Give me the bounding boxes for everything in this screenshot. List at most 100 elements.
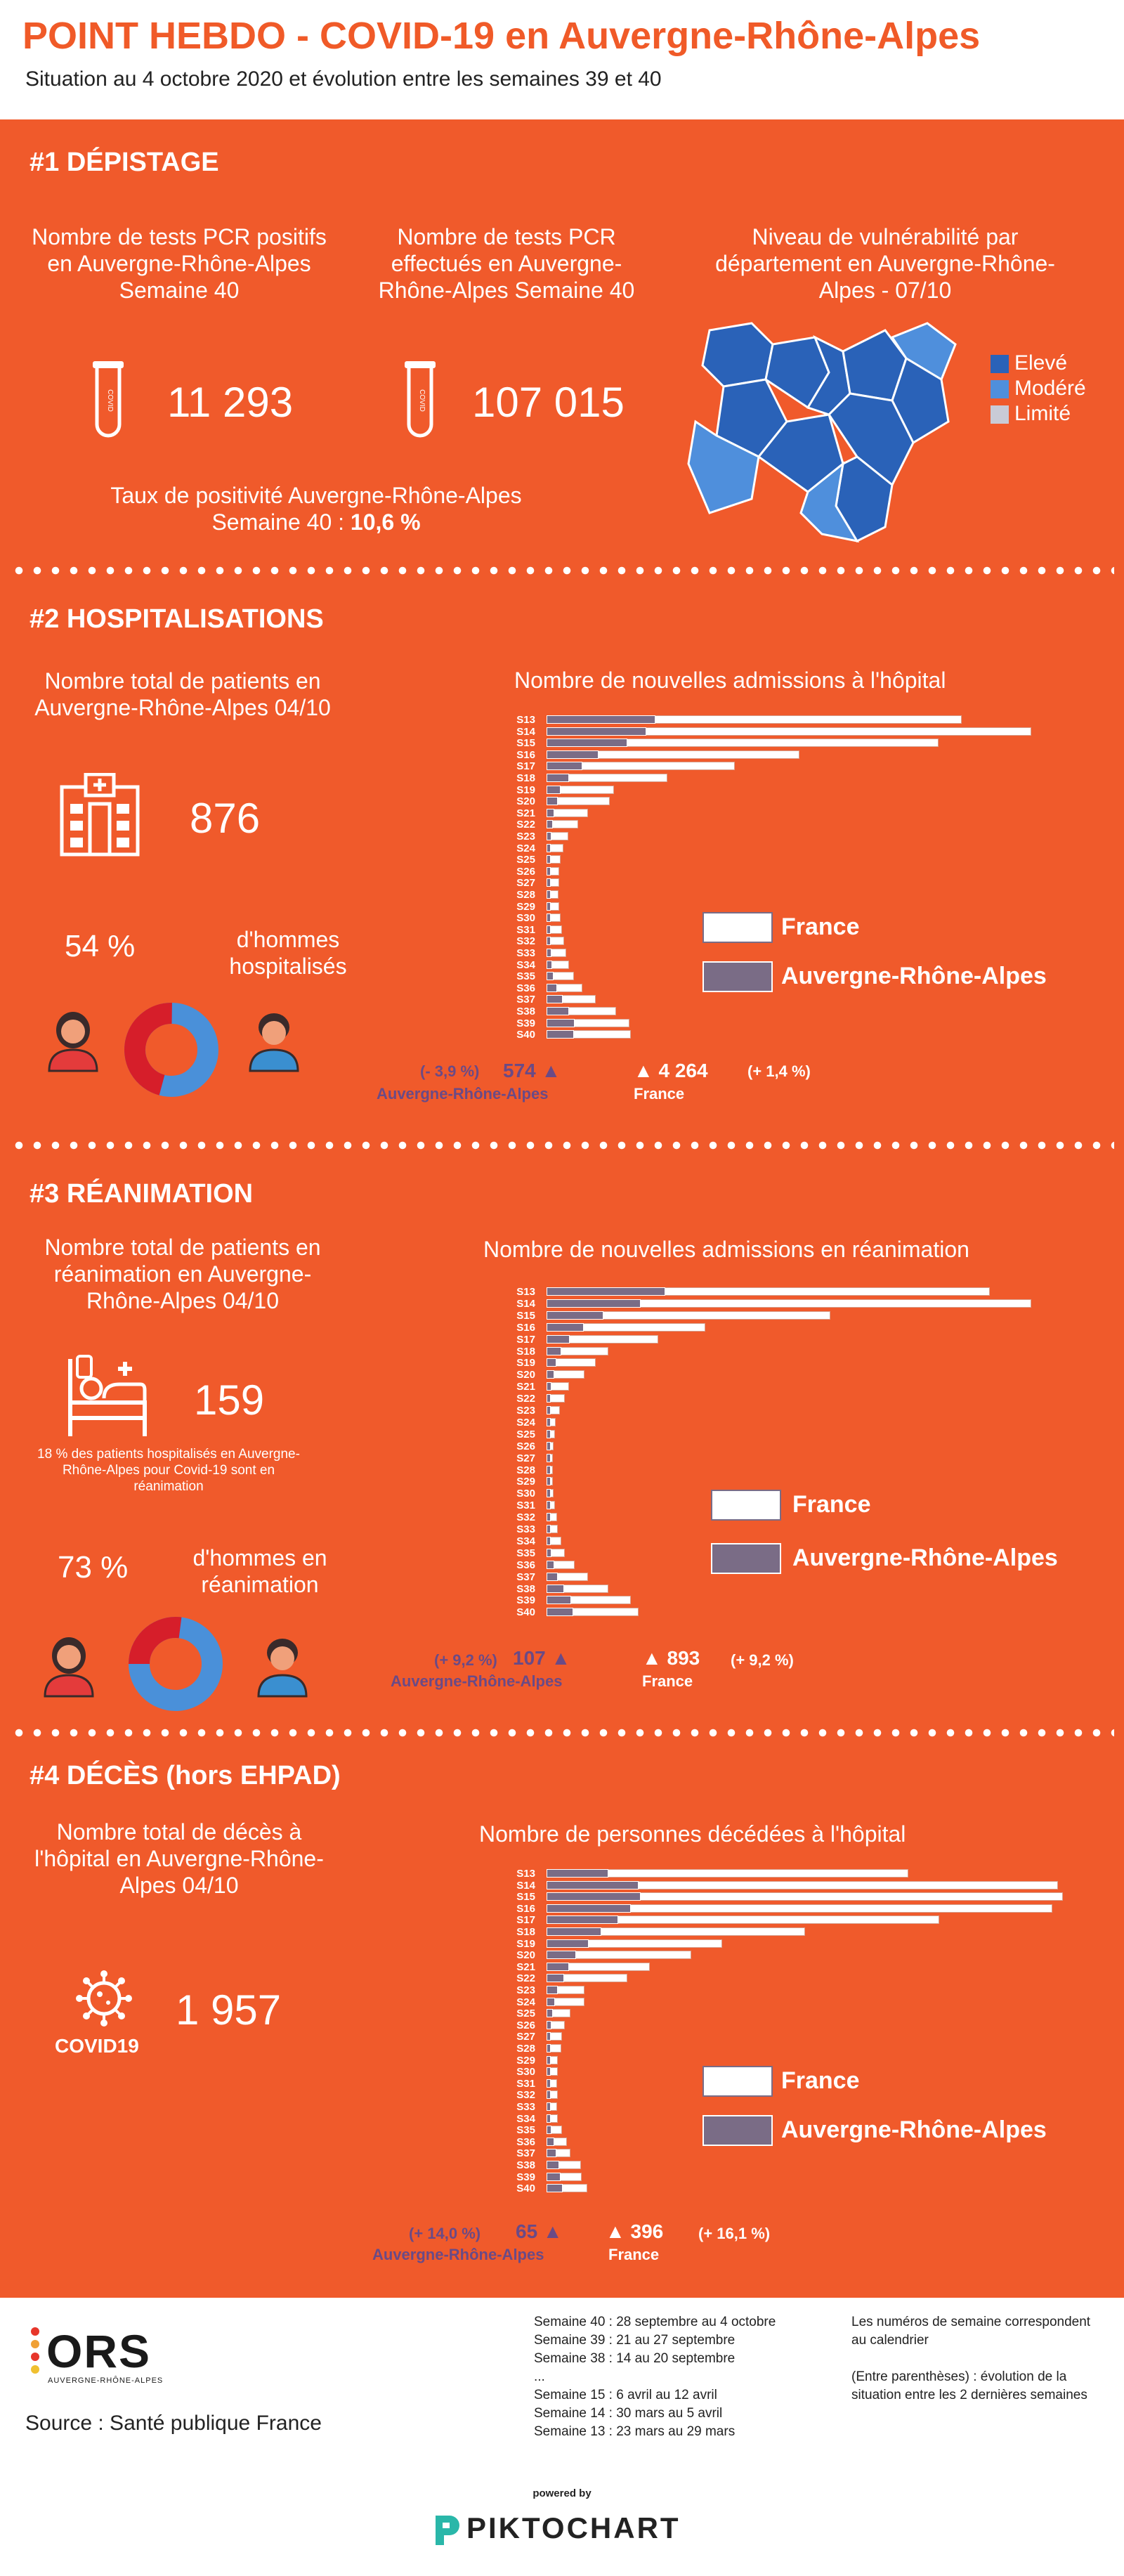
bar-ara bbox=[547, 1417, 551, 1426]
bar-ara bbox=[547, 995, 563, 1004]
bar-ara bbox=[547, 878, 551, 887]
week-tick-label: S37 bbox=[516, 2147, 535, 2160]
bar-ara bbox=[547, 2032, 551, 2041]
bar-ara bbox=[547, 1299, 641, 1308]
bar-ara bbox=[547, 797, 558, 806]
week-tick-label: S30 bbox=[516, 2066, 535, 2079]
icu-bed-icon bbox=[68, 1355, 147, 1436]
woman-icon bbox=[48, 1012, 98, 1072]
bar-ara bbox=[547, 1572, 558, 1581]
bar-ara bbox=[547, 937, 551, 946]
week-tick-label: S40 bbox=[516, 2183, 535, 2195]
source: Source : Santé publique France bbox=[25, 2412, 322, 2435]
bar-ara bbox=[547, 902, 551, 911]
done-tests-value: 107 015 bbox=[472, 379, 625, 426]
week-tick-label: S29 bbox=[516, 900, 535, 913]
week-tick-label: S22 bbox=[516, 819, 535, 831]
week-tick-label: S34 bbox=[516, 1535, 535, 1547]
hospit-total-label: Nombre total de patients en Auvergne-Rhô… bbox=[34, 668, 331, 720]
rea-ara-value: 107 ▲ bbox=[513, 1647, 571, 1669]
bar-ara bbox=[547, 739, 627, 748]
bar-ara bbox=[547, 774, 570, 782]
bar-ara bbox=[547, 1962, 569, 1971]
week-tick-label: S14 bbox=[516, 1879, 535, 1892]
bar-ara bbox=[547, 925, 551, 934]
week-tick-label: S13 bbox=[516, 1868, 535, 1880]
evolution-note: (Entre parenthèses) : évolution de la si… bbox=[851, 2369, 1087, 2402]
week-tick-label: S19 bbox=[516, 783, 535, 796]
week-tick-label: S20 bbox=[516, 1949, 535, 1962]
bar-ara bbox=[547, 1358, 557, 1367]
bar-ara bbox=[547, 1346, 562, 1355]
week-tick-label: S19 bbox=[516, 1357, 535, 1370]
bar-ara bbox=[547, 1453, 551, 1462]
week-tick-label: S37 bbox=[516, 1570, 535, 1583]
week-tick-label: S19 bbox=[516, 1937, 535, 1950]
bar-ara bbox=[547, 1974, 564, 1983]
bar-ara bbox=[547, 1477, 551, 1486]
bar-ara bbox=[547, 727, 646, 736]
legend-eleve: Elevé bbox=[1014, 351, 1068, 375]
week-note: Les numéros de semaine correspondent au … bbox=[851, 2315, 1091, 2348]
ors-logo-sub: AUVERGNE-RHÔNE-ALPES bbox=[48, 2376, 164, 2385]
legend-france: France bbox=[781, 913, 860, 940]
test-tube-icon: COVID bbox=[405, 361, 436, 438]
week-tick-label: S28 bbox=[516, 2043, 535, 2055]
week-line: Semaine 39 : 21 au 27 septembre bbox=[534, 2333, 736, 2348]
hospit-fr-name: France bbox=[634, 1085, 685, 1102]
week-tick-label: S21 bbox=[516, 1381, 535, 1393]
week-tick-label: S36 bbox=[516, 1559, 535, 1571]
map-title: Niveau de vulnérabilité par département … bbox=[715, 224, 1055, 303]
positive-tests-value: 11 293 bbox=[167, 379, 294, 426]
bar-ara bbox=[547, 2114, 551, 2123]
legend-france-box bbox=[711, 1490, 781, 1521]
deces-fr-value: ▲ 396 bbox=[606, 2220, 664, 2242]
positivity-rate: Taux de positivité Auvergne-Rhône-Alpes … bbox=[70, 482, 562, 535]
week-tick-label: S26 bbox=[516, 1440, 535, 1452]
legend-ara: Auvergne-Rhône-Alpes bbox=[792, 1544, 1058, 1571]
week-tick-label: S36 bbox=[516, 2135, 535, 2148]
bar-ara bbox=[547, 1030, 574, 1039]
legend-swatch-eleve bbox=[991, 355, 1009, 373]
hospit-fr-value: ▲ 4 264 bbox=[634, 1060, 708, 1081]
section-title-deces: #4 DÉCÈS (hors EHPAD) bbox=[30, 1761, 341, 1790]
bar-ara bbox=[547, 1441, 551, 1450]
week-tick-label: S38 bbox=[516, 1582, 535, 1595]
region-map bbox=[687, 322, 957, 543]
week-tick-label: S22 bbox=[516, 1393, 535, 1405]
week-tick-label: S23 bbox=[516, 1405, 535, 1417]
legend-ara-box bbox=[711, 1543, 781, 1574]
rea-fr-name: France bbox=[642, 1672, 693, 1690]
week-tick-label: S33 bbox=[516, 2101, 535, 2113]
divider bbox=[10, 1729, 1114, 1737]
legend-ara-box bbox=[702, 2115, 773, 2146]
legend-swatch-modere bbox=[991, 380, 1009, 398]
week-tick-label: S39 bbox=[516, 1594, 535, 1607]
bar-ara bbox=[547, 808, 555, 817]
week-tick-label: S20 bbox=[516, 795, 535, 808]
week-tick-label: S27 bbox=[516, 877, 535, 890]
legend-ara: Auvergne-Rhône-Alpes bbox=[781, 963, 1047, 989]
deces-chart: S13 S14 S15 S16 S17 S18 S19 S20 S21 S22 S23 S24 S25 S… bbox=[506, 1868, 1075, 2199]
page-title: POINT HEBDO - COVID-19 en Auvergne-Rhône… bbox=[22, 15, 981, 57]
test-tube-icon: COVID bbox=[93, 361, 124, 438]
week-tick-label: S13 bbox=[516, 714, 535, 726]
tube-label: COVID bbox=[418, 389, 426, 412]
week-tick-label: S32 bbox=[516, 1511, 535, 1524]
legend-ara: Auvergne-Rhône-Alpes bbox=[781, 2116, 1047, 2143]
week-tick-label: S26 bbox=[516, 2019, 535, 2031]
rea-note: 18 % des patients hospitalisés en Auverg… bbox=[37, 1447, 300, 1494]
week-tick-label: S29 bbox=[516, 1476, 535, 1488]
week-tick-label: S35 bbox=[516, 2124, 535, 2137]
bar-ara bbox=[547, 1560, 554, 1569]
section-title-rea: #3 RÉANIMATION bbox=[30, 1179, 254, 1209]
rea-fr-evol: (+ 9,2 %) bbox=[731, 1651, 794, 1669]
legend-france: France bbox=[792, 1491, 871, 1518]
rea-total-value: 159 bbox=[194, 1377, 265, 1424]
bar-ara bbox=[547, 1394, 551, 1403]
week-tick-label: S24 bbox=[516, 842, 535, 854]
piktochart-brand[interactable]: PIKTOCHART bbox=[466, 2511, 681, 2544]
week-tick-label: S25 bbox=[516, 2008, 535, 2020]
man-icon bbox=[257, 1639, 308, 1698]
week-tick-label: S15 bbox=[516, 1309, 535, 1322]
